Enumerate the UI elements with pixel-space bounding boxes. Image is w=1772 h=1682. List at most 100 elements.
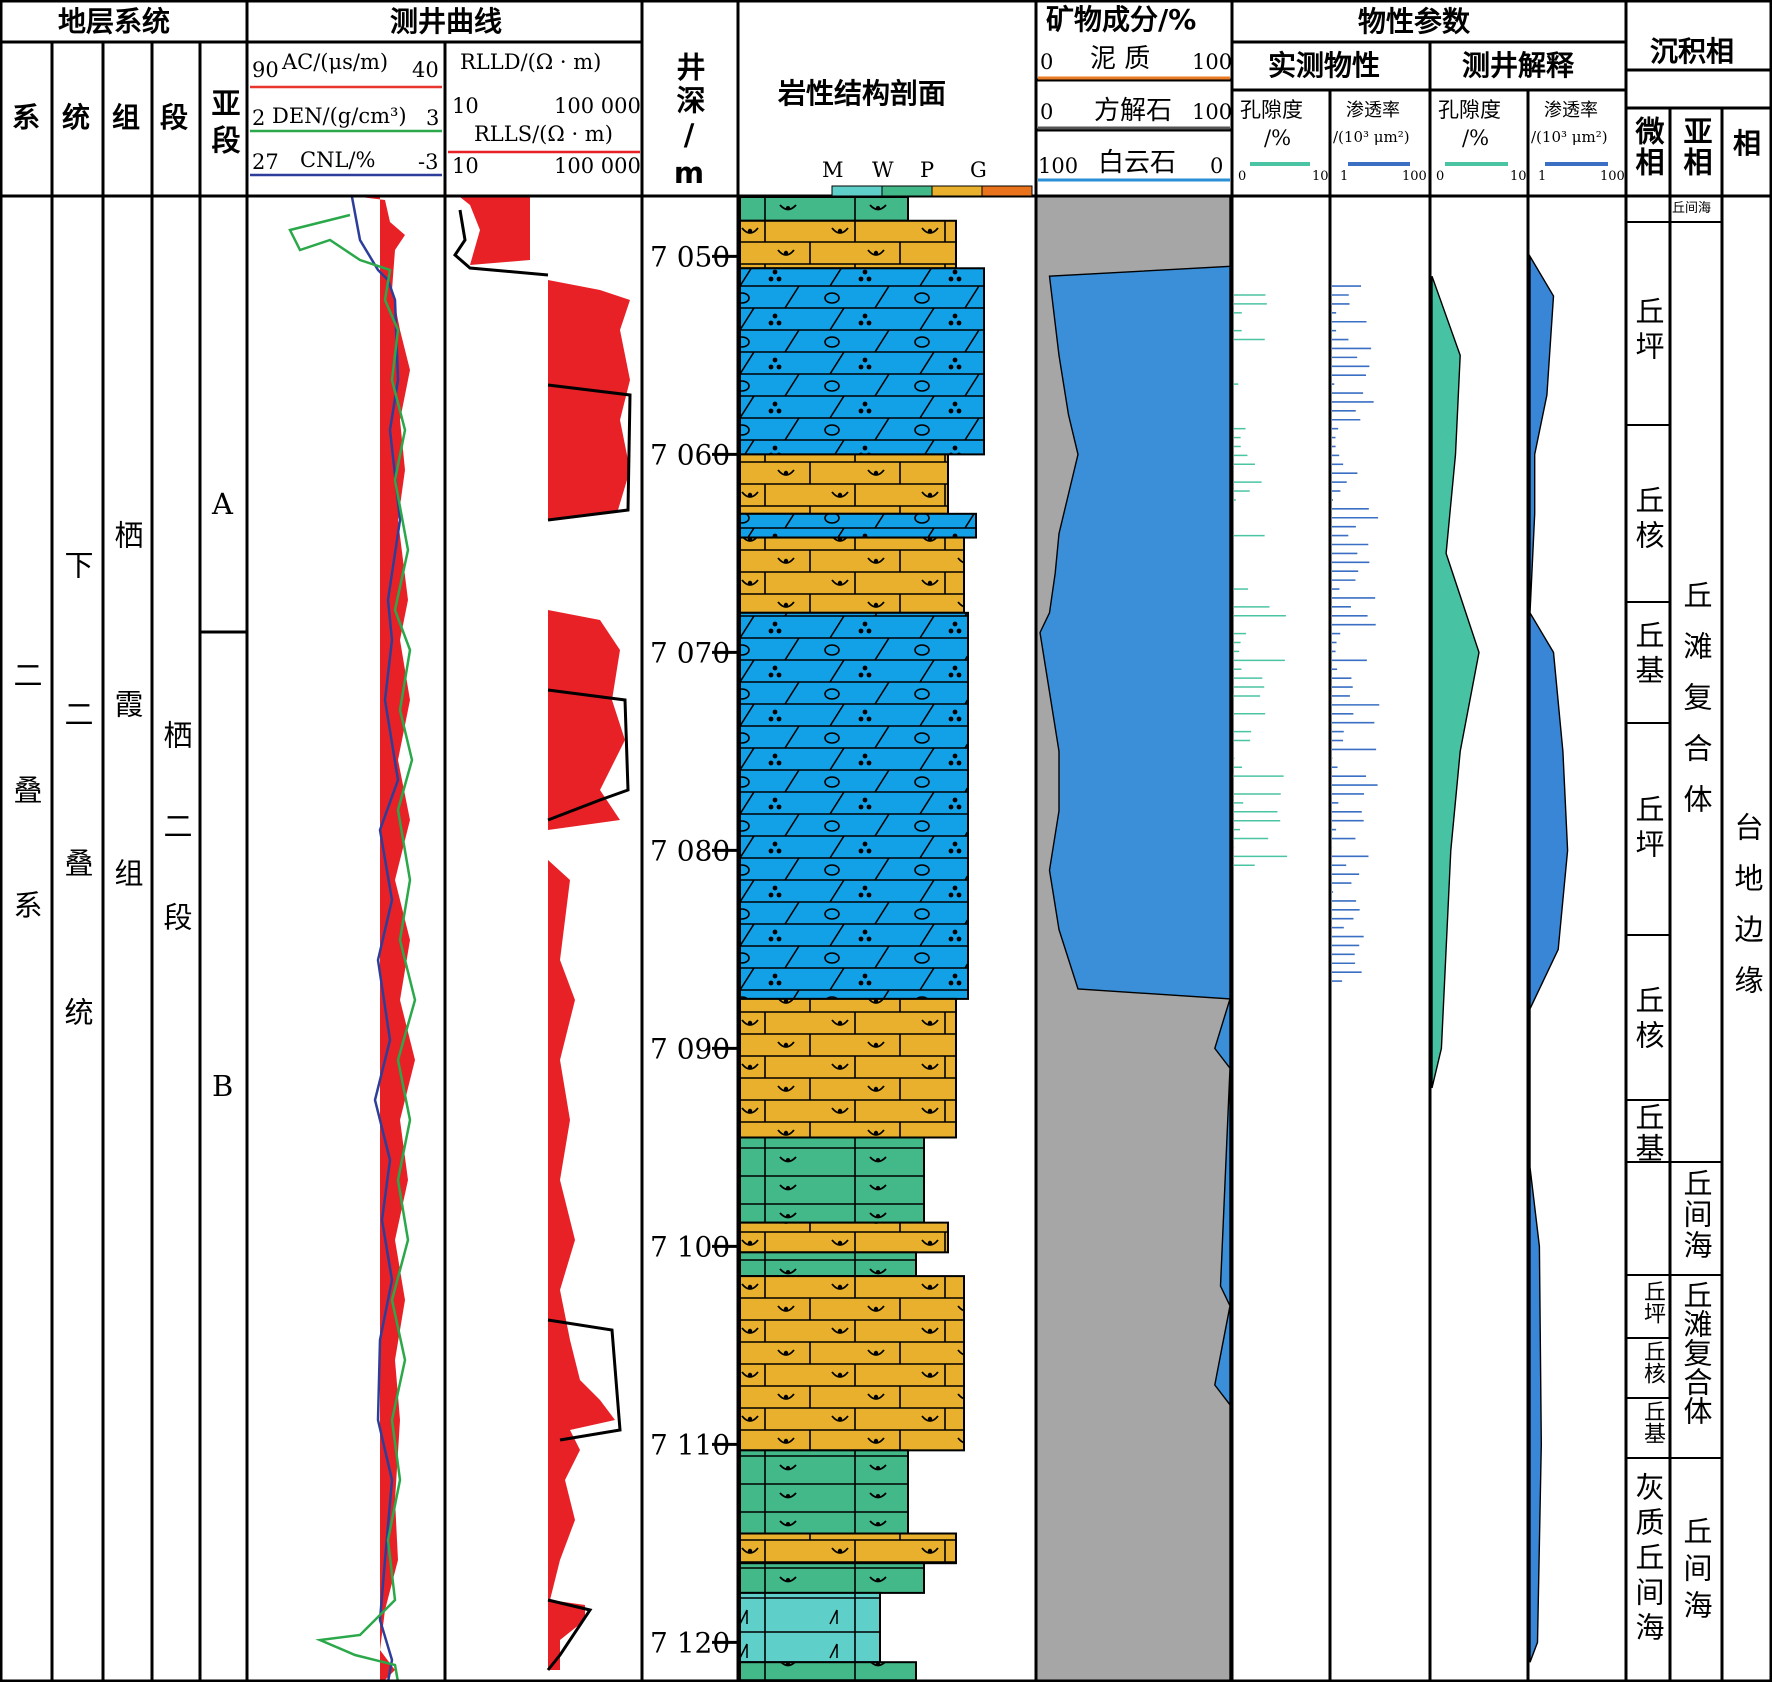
perm-interp-unit: /(10³ μm²) bbox=[1531, 128, 1608, 146]
depth-tick-label: 7 120 bbox=[650, 1626, 730, 1659]
lith-layer-argillaceous bbox=[739, 1251, 917, 1278]
lith-layer-limestone bbox=[739, 1532, 957, 1565]
depth-tick-label: 7 110 bbox=[650, 1428, 730, 1461]
col-zu: 组 bbox=[112, 101, 141, 134]
phys-header: 物性参数 bbox=[1358, 5, 1471, 38]
permeability-interp-fill bbox=[1529, 253, 1569, 1663]
clay-label: 泥 质 bbox=[1090, 44, 1151, 74]
cnl-right: -3 bbox=[418, 150, 439, 174]
lith-layer-argillaceous bbox=[739, 1562, 925, 1594]
col-tong: 统 bbox=[62, 101, 91, 134]
scale-p: P bbox=[920, 158, 935, 182]
clay-right: 100 bbox=[1192, 50, 1233, 74]
micro-facies-1: 丘坪 bbox=[1631, 296, 1665, 366]
lith-layer-argillaceous bbox=[739, 1661, 917, 1682]
yaduan-b: B bbox=[212, 1069, 234, 1103]
micro-facies-3: 丘基 bbox=[1631, 620, 1665, 690]
sub-facies-1: 丘间海 bbox=[1679, 1168, 1713, 1261]
micro-facies-5: 丘核 bbox=[1631, 985, 1665, 1055]
rlls-right: 100 000 bbox=[554, 154, 641, 178]
lith-layer-argillaceous bbox=[739, 1449, 909, 1535]
scale-m: M bbox=[822, 158, 844, 182]
lith-layer-limestone bbox=[739, 219, 957, 270]
perm-interp-label: 渗透率 bbox=[1544, 100, 1598, 121]
depth-axis: 7 050 7 060 7 070 7 080 7 090 7 100 7 110 7 120 bbox=[650, 240, 738, 1659]
dolomite-left: 100 bbox=[1038, 154, 1079, 178]
lith-layer-marl bbox=[739, 1591, 881, 1664]
ac-left: 90 bbox=[252, 58, 279, 82]
micro-facies-9: 丘核 bbox=[1640, 1340, 1665, 1384]
poro-interp-unit: /% bbox=[1462, 126, 1490, 150]
ac-red-fill bbox=[360, 197, 415, 1680]
facies-dividers bbox=[1626, 221, 1722, 1459]
rlld-right: 100 000 bbox=[554, 94, 641, 118]
rlld-left: 10 bbox=[452, 94, 479, 118]
sub-facies-3: 丘间海 bbox=[1679, 1516, 1713, 1627]
perm-meas-left: 1 bbox=[1340, 169, 1349, 184]
scale-w: W bbox=[872, 158, 894, 182]
sub-facies-0: 丘滩复合体 bbox=[1679, 580, 1713, 835]
lith-layer-limestone bbox=[739, 1221, 949, 1254]
strat-duan: 栖二段 bbox=[159, 720, 193, 993]
lith-layer-argillaceous bbox=[739, 196, 909, 222]
lithology-column bbox=[739, 196, 985, 1682]
scale-g: G bbox=[970, 158, 987, 182]
measured-header: 实测物性 bbox=[1268, 49, 1381, 82]
dolomite-label: 白云石 bbox=[1098, 148, 1177, 178]
dolomite-right: 0 bbox=[1210, 154, 1224, 178]
den-label: DEN/(g/cm³) bbox=[272, 104, 407, 128]
lith-layer-limestone bbox=[739, 453, 949, 515]
perm-meas-unit: /(10³ μm²) bbox=[1333, 128, 1410, 146]
depth-tick-label: 7 050 bbox=[650, 240, 730, 273]
poro-interp-left: 0 bbox=[1436, 169, 1445, 184]
col-duan: 段 bbox=[160, 101, 189, 134]
yaduan-a: A bbox=[212, 487, 233, 521]
facies-header: 沉积相 bbox=[1650, 35, 1735, 68]
calcite-label: 方解石 bbox=[1094, 96, 1173, 126]
poro-meas-right: 10 bbox=[1312, 169, 1329, 184]
micro-facies-6: 丘基 bbox=[1631, 1102, 1665, 1164]
lith-header: 岩性结构剖面 bbox=[778, 77, 947, 110]
depth-tick-label: 7 100 bbox=[650, 1230, 730, 1263]
lith-layer-dolomite bbox=[739, 267, 985, 456]
col-main: 相 bbox=[1733, 127, 1762, 160]
lith-layer-dolomite bbox=[739, 512, 977, 539]
col-micro: 微相 bbox=[1631, 116, 1665, 178]
col-sub: 亚相 bbox=[1679, 116, 1713, 178]
den-left: 2 bbox=[252, 106, 266, 130]
rlls-label: RLLS/(Ω · m) bbox=[474, 122, 613, 146]
strat-header: 地层系统 bbox=[58, 5, 171, 38]
rlld-label: RLLD/(Ω · m) bbox=[460, 50, 602, 74]
rlls-left: 10 bbox=[452, 154, 479, 178]
poro-meas-unit: /% bbox=[1264, 126, 1292, 150]
main-facies: 台地边缘 bbox=[1730, 812, 1764, 1016]
strat-zu: 栖霞组 bbox=[110, 520, 144, 1027]
lith-layer-dolomite bbox=[739, 611, 969, 1000]
porosity-interp-fill bbox=[1431, 275, 1480, 1089]
ac-label: AC/(μs/m) bbox=[282, 50, 389, 74]
den-right: 3 bbox=[426, 106, 440, 130]
rlls-curve bbox=[453, 209, 632, 1671]
perm-meas-label: 渗透率 bbox=[1346, 100, 1400, 121]
interp-header: 测井解释 bbox=[1462, 49, 1575, 82]
poro-interp-label: 孔隙度 bbox=[1438, 98, 1501, 122]
cnl-left: 27 bbox=[252, 150, 279, 174]
depth-tick-label: 7 090 bbox=[650, 1032, 730, 1065]
depth-tick-label: 7 060 bbox=[650, 438, 730, 471]
col-xi: 系 bbox=[12, 101, 41, 134]
poro-interp-right: 10 bbox=[1510, 169, 1527, 184]
sub-facies-2: 丘滩复合体 bbox=[1679, 1280, 1713, 1425]
micro-facies-10: 丘基 bbox=[1640, 1400, 1665, 1444]
depth-header: 井深/m bbox=[672, 52, 706, 194]
perm-interp-left: 1 bbox=[1538, 169, 1547, 184]
perm-meas-right: 100 bbox=[1402, 169, 1427, 184]
mineral-header: 矿物成分/% bbox=[1046, 3, 1197, 36]
dolomite-fill bbox=[1039, 197, 1231, 1682]
rlld-red-fill bbox=[460, 197, 630, 1670]
micro-facies-4: 丘坪 bbox=[1631, 794, 1665, 864]
lith-layer-limestone bbox=[739, 997, 957, 1139]
perm-interp-right: 100 bbox=[1600, 169, 1625, 184]
cnl-label: CNL/% bbox=[300, 148, 376, 172]
lith-layer-argillaceous bbox=[739, 1136, 925, 1224]
